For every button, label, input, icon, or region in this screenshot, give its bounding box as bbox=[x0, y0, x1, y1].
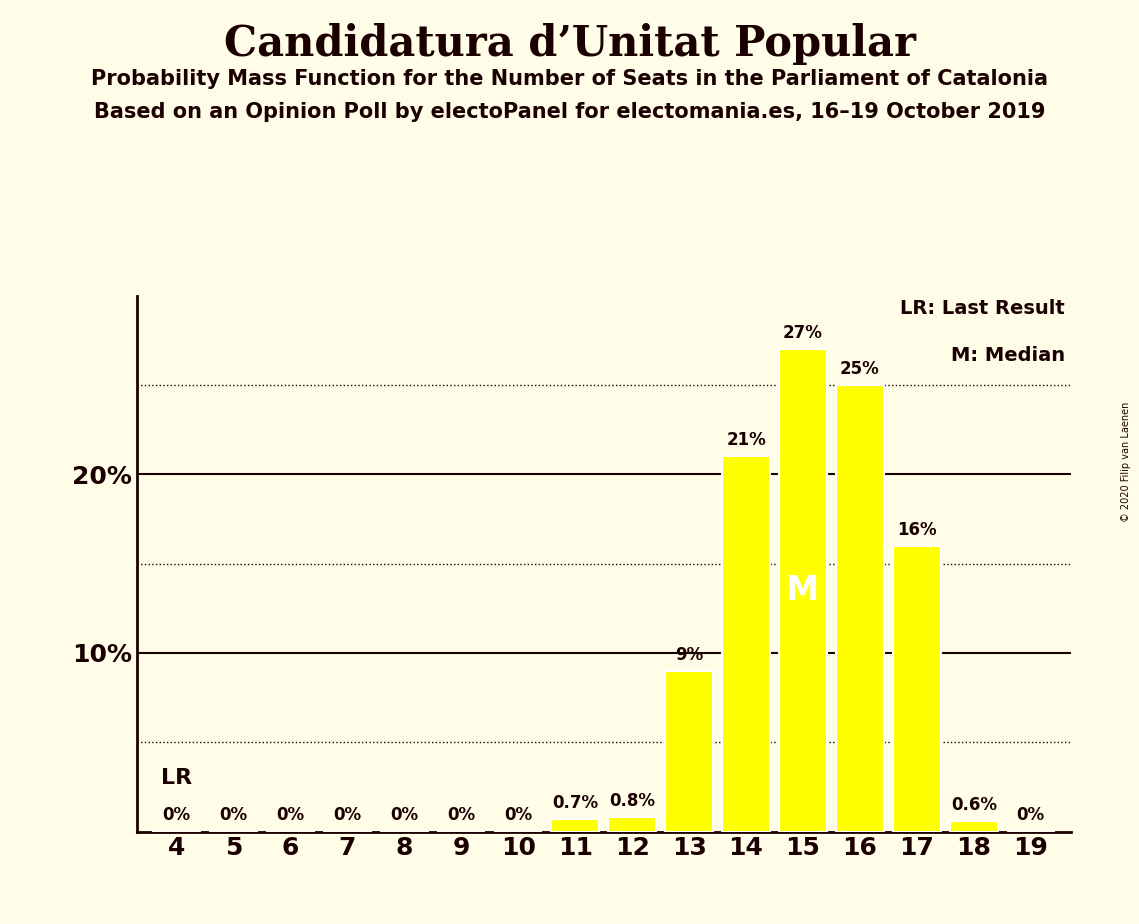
Text: 0.6%: 0.6% bbox=[951, 796, 997, 814]
Text: 0%: 0% bbox=[163, 807, 190, 824]
Text: M: M bbox=[786, 574, 820, 607]
Text: 0%: 0% bbox=[1017, 807, 1044, 824]
Bar bbox=[722, 456, 770, 832]
Text: 25%: 25% bbox=[841, 359, 879, 378]
Text: 0%: 0% bbox=[277, 807, 304, 824]
Text: 0.7%: 0.7% bbox=[552, 794, 598, 812]
Text: © 2020 Filip van Laenen: © 2020 Filip van Laenen bbox=[1121, 402, 1131, 522]
Bar bbox=[665, 671, 713, 832]
Text: 0%: 0% bbox=[220, 807, 247, 824]
Text: 27%: 27% bbox=[782, 324, 823, 342]
Text: 16%: 16% bbox=[898, 520, 936, 539]
Text: Candidatura d’Unitat Popular: Candidatura d’Unitat Popular bbox=[223, 23, 916, 65]
Text: Based on an Opinion Poll by electoPanel for electomania.es, 16–19 October 2019: Based on an Opinion Poll by electoPanel … bbox=[93, 102, 1046, 122]
Text: 0%: 0% bbox=[448, 807, 475, 824]
Text: 0%: 0% bbox=[505, 807, 532, 824]
Text: 21%: 21% bbox=[727, 432, 765, 449]
Bar bbox=[836, 385, 884, 832]
Text: 0.8%: 0.8% bbox=[609, 792, 655, 810]
Bar bbox=[551, 819, 599, 832]
Bar bbox=[950, 821, 998, 832]
Text: Probability Mass Function for the Number of Seats in the Parliament of Catalonia: Probability Mass Function for the Number… bbox=[91, 69, 1048, 90]
Bar bbox=[893, 546, 941, 832]
Text: LR: Last Result: LR: Last Result bbox=[900, 299, 1065, 318]
Text: LR: LR bbox=[161, 768, 192, 788]
Text: 0%: 0% bbox=[391, 807, 418, 824]
Text: M: Median: M: Median bbox=[951, 346, 1065, 365]
Text: 0%: 0% bbox=[334, 807, 361, 824]
Bar bbox=[608, 818, 656, 832]
Bar bbox=[779, 349, 827, 832]
Text: 9%: 9% bbox=[675, 646, 703, 663]
